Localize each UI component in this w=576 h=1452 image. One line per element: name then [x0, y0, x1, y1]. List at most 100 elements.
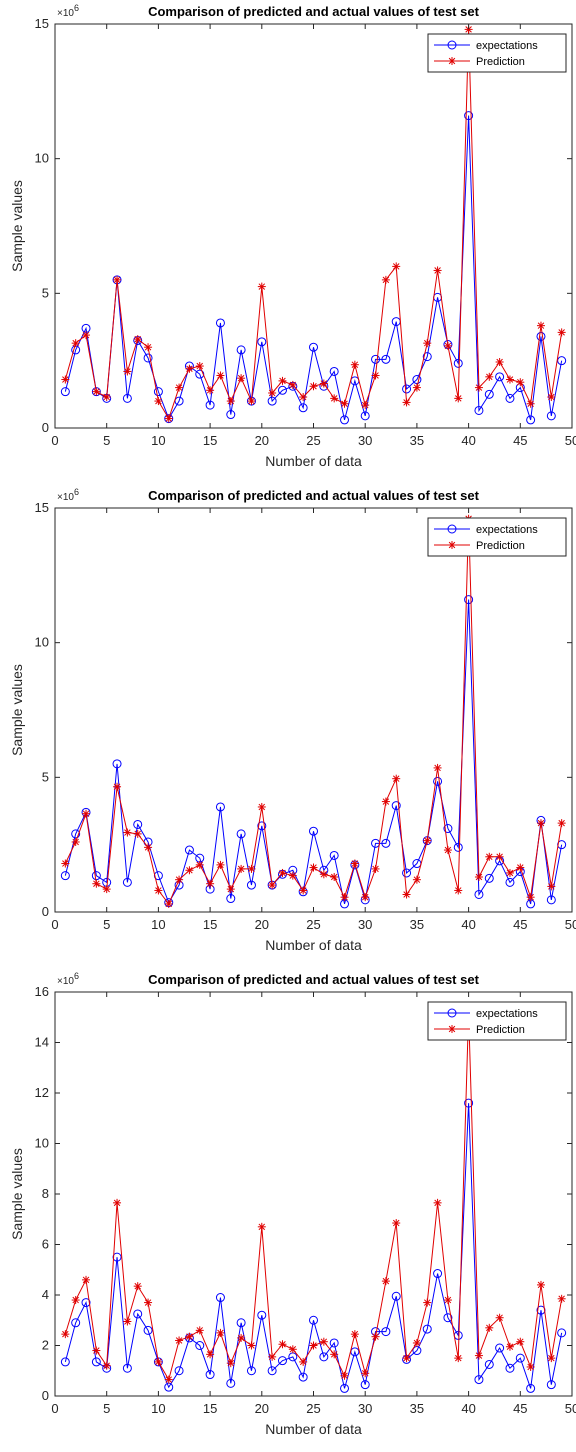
- y-axis-label: Sample values: [9, 180, 25, 272]
- data-point-expectations: [319, 1352, 329, 1362]
- data-point-prediction: [133, 829, 142, 838]
- data-point-prediction: [82, 1275, 91, 1284]
- data-point-prediction: [299, 886, 308, 895]
- data-point-expectations: [360, 411, 370, 421]
- y-tick-label: 0: [42, 1388, 49, 1403]
- data-point-expectations: [381, 1327, 391, 1337]
- y-tick-label: 10: [35, 151, 49, 166]
- data-point-expectations: [60, 387, 70, 397]
- data-point-prediction: [319, 379, 328, 388]
- x-tick-label: 0: [51, 433, 58, 448]
- y-tick-label: 0: [42, 904, 49, 919]
- data-point-prediction: [547, 1354, 556, 1363]
- data-point-prediction: [237, 1333, 246, 1342]
- data-point-prediction: [526, 1362, 535, 1371]
- data-point-prediction: [433, 763, 442, 772]
- legend-label: Prediction: [476, 1024, 525, 1036]
- y-tick-label: 15: [35, 500, 49, 515]
- data-point-expectations: [257, 821, 267, 831]
- data-point-prediction: [216, 1328, 225, 1337]
- x-tick-label: 35: [410, 1401, 424, 1416]
- data-point-prediction: [164, 899, 173, 908]
- x-tick-label: 25: [306, 433, 320, 448]
- x-tick-label: 5: [103, 433, 110, 448]
- data-point-prediction: [495, 852, 504, 861]
- legend-marker-asterisk: [448, 57, 456, 65]
- data-point-expectations: [112, 1252, 122, 1262]
- y-exponent-label: ×106: [57, 3, 79, 19]
- x-tick-label: 30: [358, 433, 372, 448]
- data-point-prediction: [516, 1337, 525, 1346]
- x-tick-label: 10: [151, 433, 165, 448]
- data-point-expectations: [443, 824, 453, 834]
- data-point-expectations: [205, 400, 215, 410]
- data-point-prediction: [526, 399, 535, 408]
- data-point-expectations: [215, 1293, 225, 1303]
- data-point-expectations: [329, 850, 339, 860]
- data-point-expectations: [402, 868, 412, 878]
- series-line-expectations: [64, 599, 563, 905]
- data-point-expectations: [143, 353, 153, 363]
- data-point-prediction: [257, 1222, 266, 1231]
- data-point-prediction: [278, 1340, 287, 1349]
- legend-marker-asterisk: [448, 1025, 456, 1033]
- data-point-expectations: [184, 845, 194, 855]
- legend-label: expectations: [476, 524, 538, 536]
- data-point-prediction: [92, 879, 101, 888]
- data-point-prediction: [247, 864, 256, 873]
- data-point-prediction: [257, 282, 266, 291]
- data-point-prediction: [516, 863, 525, 872]
- series-line-prediction: [64, 29, 563, 420]
- data-point-prediction: [299, 1357, 308, 1366]
- data-point-expectations: [60, 871, 70, 881]
- data-point-prediction: [433, 1198, 442, 1207]
- data-point-prediction: [485, 852, 494, 861]
- data-point-prediction: [216, 371, 225, 380]
- data-point-prediction: [309, 1341, 318, 1350]
- x-tick-label: 10: [151, 917, 165, 932]
- data-point-prediction: [402, 398, 411, 407]
- data-point-prediction: [288, 380, 297, 389]
- data-point-prediction: [485, 1323, 494, 1332]
- x-tick-label: 30: [358, 1401, 372, 1416]
- data-point-prediction: [268, 388, 277, 397]
- data-point-expectations: [215, 318, 225, 328]
- data-point-expectations: [515, 1353, 525, 1363]
- x-tick-label: 35: [410, 433, 424, 448]
- data-point-prediction: [92, 387, 101, 396]
- data-point-prediction: [82, 809, 91, 818]
- data-point-prediction: [102, 885, 111, 894]
- data-point-expectations: [71, 1318, 81, 1328]
- data-point-prediction: [164, 1375, 173, 1384]
- data-point-expectations: [298, 1372, 308, 1382]
- data-point-prediction: [288, 1345, 297, 1354]
- data-point-prediction: [278, 376, 287, 385]
- data-point-expectations: [309, 1315, 318, 1325]
- data-point-expectations: [546, 1380, 556, 1390]
- data-point-expectations: [443, 1313, 453, 1323]
- x-tick-label: 5: [103, 917, 110, 932]
- legend: expectations Prediction: [427, 1001, 567, 1041]
- data-point-prediction: [454, 1354, 463, 1363]
- data-point-prediction: [381, 275, 390, 284]
- data-point-prediction: [392, 774, 401, 783]
- data-point-expectations: [112, 759, 122, 769]
- data-point-expectations: [329, 1338, 339, 1348]
- data-point-expectations: [474, 889, 484, 899]
- data-point-prediction: [123, 367, 132, 376]
- data-point-prediction: [443, 1296, 452, 1305]
- data-point-prediction: [61, 375, 70, 384]
- data-point-prediction: [144, 1298, 153, 1307]
- data-point-prediction: [61, 1330, 70, 1339]
- data-point-expectations: [484, 873, 494, 883]
- data-point-expectations: [205, 1370, 215, 1380]
- data-point-prediction: [113, 782, 122, 791]
- y-tick-label: 12: [35, 1085, 49, 1100]
- data-point-expectations: [474, 1375, 484, 1385]
- data-point-expectations: [257, 1310, 267, 1320]
- data-point-expectations: [505, 877, 515, 887]
- chart-panel-2: Comparison of predicted and actual value…: [0, 484, 576, 968]
- legend: expectations Prediction: [427, 517, 567, 557]
- x-tick-label: 20: [255, 1401, 269, 1416]
- data-point-expectations: [257, 337, 267, 347]
